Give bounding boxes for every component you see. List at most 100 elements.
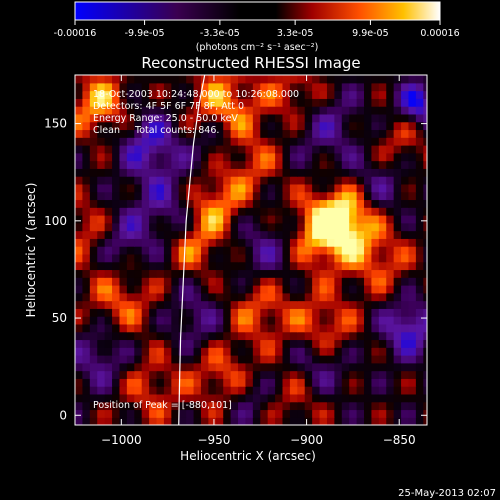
heat-cell bbox=[275, 176, 284, 185]
heat-cell bbox=[208, 362, 217, 372]
heat-cell bbox=[364, 393, 373, 403]
heat-cell bbox=[112, 378, 121, 387]
heat-cell bbox=[267, 386, 276, 395]
heat-cell bbox=[230, 362, 239, 372]
heat-cell bbox=[126, 207, 135, 216]
heat-cell bbox=[282, 183, 291, 193]
heat-cell bbox=[252, 277, 261, 286]
heat-cell bbox=[82, 191, 91, 201]
heat-cell bbox=[104, 98, 113, 107]
heat-cell bbox=[75, 378, 84, 387]
heat-cell bbox=[349, 90, 358, 99]
heat-cell bbox=[289, 137, 298, 146]
heat-cell bbox=[75, 145, 84, 154]
heat-cell bbox=[149, 339, 158, 348]
heat-cell bbox=[267, 323, 276, 333]
heat-cell bbox=[319, 308, 328, 317]
heat-cell bbox=[134, 82, 143, 92]
heat-cell bbox=[356, 98, 365, 107]
heat-cell bbox=[156, 82, 165, 92]
heat-cell bbox=[423, 362, 427, 372]
heat-cell bbox=[193, 323, 202, 333]
heat-cell bbox=[289, 300, 298, 309]
heat-cell bbox=[393, 176, 402, 185]
heat-cell bbox=[171, 253, 180, 263]
heat-cell bbox=[223, 347, 232, 356]
heat-cell bbox=[371, 75, 380, 84]
heat-cell bbox=[393, 222, 402, 232]
heat-cell bbox=[423, 277, 427, 286]
heat-cell bbox=[104, 75, 113, 84]
heat-cell bbox=[393, 331, 402, 341]
heat-cell bbox=[156, 191, 165, 201]
heat-cell bbox=[89, 316, 98, 325]
heat-cell bbox=[304, 106, 313, 115]
heat-cell bbox=[408, 355, 417, 364]
heat-cell bbox=[223, 82, 232, 92]
heat-cell bbox=[423, 176, 427, 185]
heat-cell bbox=[408, 401, 417, 411]
heat-cell bbox=[334, 113, 343, 123]
heat-cell bbox=[252, 386, 261, 395]
heat-cell bbox=[119, 300, 128, 309]
heat-cell bbox=[200, 230, 209, 239]
heat-cell bbox=[163, 222, 172, 232]
heat-cell bbox=[260, 82, 269, 92]
heat-cell bbox=[208, 339, 217, 348]
heat-cell bbox=[193, 370, 202, 379]
heat-cell bbox=[208, 207, 217, 216]
heat-cell bbox=[193, 238, 202, 247]
heat-cell bbox=[156, 362, 165, 372]
heat-cell bbox=[163, 300, 172, 309]
heat-cell bbox=[401, 409, 410, 418]
heat-cell bbox=[171, 261, 180, 271]
heat-cell bbox=[252, 199, 261, 208]
heat-cell bbox=[171, 152, 180, 162]
heat-cell bbox=[119, 207, 128, 216]
heat-cell bbox=[171, 222, 180, 232]
heat-cell bbox=[415, 323, 424, 333]
heat-cell bbox=[178, 246, 187, 255]
heat-cell bbox=[423, 300, 427, 309]
heat-cell bbox=[364, 323, 373, 333]
heat-cell bbox=[319, 261, 328, 271]
heat-cell bbox=[163, 137, 172, 146]
heat-cell bbox=[208, 98, 217, 107]
heat-cell bbox=[89, 417, 98, 425]
heat-cell bbox=[215, 362, 224, 372]
heat-cell bbox=[119, 246, 128, 255]
heat-cell bbox=[104, 285, 113, 294]
heat-cell bbox=[186, 183, 195, 193]
heat-cell bbox=[401, 393, 410, 403]
heat-cell bbox=[423, 191, 427, 201]
heatmap-image bbox=[75, 75, 427, 425]
heat-cell bbox=[112, 300, 121, 309]
heat-cell bbox=[289, 191, 298, 201]
heat-cell bbox=[223, 176, 232, 185]
heat-cell bbox=[223, 378, 232, 387]
heat-cell bbox=[319, 277, 328, 286]
heat-cell bbox=[393, 191, 402, 201]
heat-cell bbox=[163, 393, 172, 403]
heat-cell bbox=[112, 277, 121, 286]
heat-cell bbox=[341, 378, 350, 387]
heat-cell bbox=[104, 121, 113, 131]
heat-cell bbox=[364, 82, 373, 92]
heat-cell bbox=[223, 261, 232, 271]
heat-cell bbox=[334, 316, 343, 325]
heat-cell bbox=[134, 113, 143, 123]
heat-cell bbox=[319, 378, 328, 387]
heat-cell bbox=[149, 215, 158, 224]
heat-cell bbox=[126, 401, 135, 411]
heat-cell bbox=[200, 261, 209, 271]
heat-cell bbox=[141, 285, 150, 294]
heat-cell bbox=[260, 393, 269, 403]
heat-cell bbox=[208, 378, 217, 387]
heat-cell bbox=[97, 75, 106, 84]
heat-cell bbox=[215, 106, 224, 115]
heat-cell bbox=[267, 207, 276, 216]
heat-cell bbox=[149, 222, 158, 232]
heat-cell bbox=[245, 121, 254, 131]
heat-cell bbox=[386, 339, 395, 348]
